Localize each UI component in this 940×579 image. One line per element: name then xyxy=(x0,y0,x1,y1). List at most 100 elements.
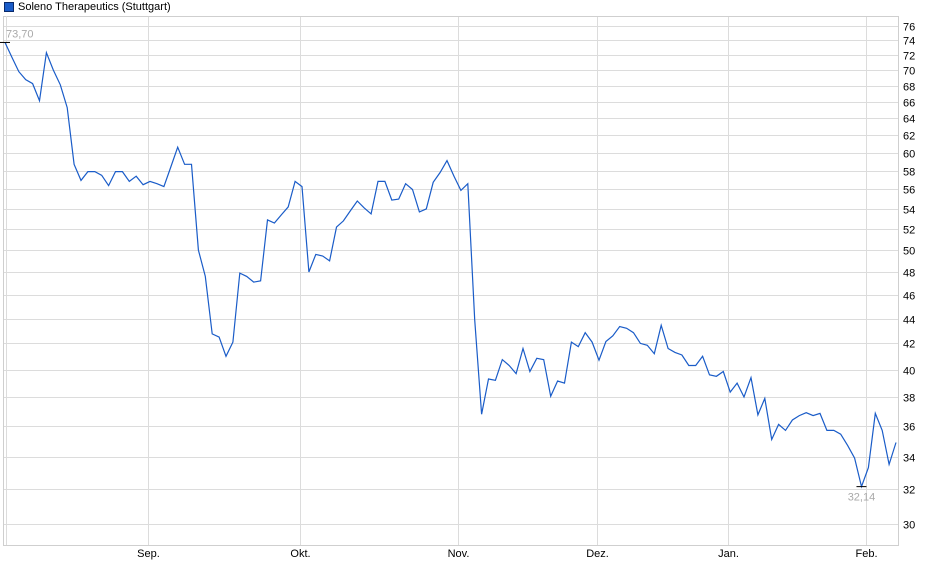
data-point xyxy=(894,440,899,445)
data-point xyxy=(23,77,28,82)
data-point xyxy=(369,211,374,216)
y-tick-label: 76 xyxy=(903,22,915,34)
data-point xyxy=(237,271,242,276)
data-point xyxy=(382,179,387,184)
data-point xyxy=(790,418,795,423)
data-point xyxy=(78,178,83,183)
y-tick-label: 50 xyxy=(903,246,915,258)
data-point xyxy=(638,341,643,346)
data-point xyxy=(555,379,560,384)
data-point xyxy=(120,169,125,174)
data-point xyxy=(548,394,553,399)
data-point xyxy=(320,254,325,259)
y-tick-label: 36 xyxy=(903,422,915,434)
data-point xyxy=(293,179,298,184)
data-point xyxy=(514,371,519,376)
data-point xyxy=(624,326,629,331)
data-point xyxy=(92,169,97,174)
data-point xyxy=(507,363,512,368)
data-point xyxy=(127,179,132,184)
data-point xyxy=(714,374,719,379)
y-tick-label: 72 xyxy=(903,51,915,63)
legend: Soleno Therapeutics (Stuttgart) xyxy=(4,0,171,14)
data-point xyxy=(818,411,823,416)
data-point xyxy=(811,413,816,418)
data-point xyxy=(804,410,809,415)
data-point xyxy=(693,363,698,368)
y-tick-label: 46 xyxy=(903,291,915,303)
y-tick-label: 54 xyxy=(903,205,915,217)
data-point xyxy=(569,340,574,345)
data-point xyxy=(148,179,153,184)
data-point xyxy=(472,317,477,322)
data-point xyxy=(355,199,360,204)
data-point xyxy=(175,145,180,150)
legend-label: Soleno Therapeutics (Stuttgart) xyxy=(18,1,171,13)
data-point xyxy=(362,205,367,210)
annotations: 73,70 32,14 xyxy=(0,28,875,504)
data-point xyxy=(265,217,270,222)
y-tick-label: 44 xyxy=(903,315,915,327)
data-point xyxy=(541,357,546,362)
y-tick-label: 48 xyxy=(903,268,915,280)
data-point xyxy=(306,269,311,274)
data-point xyxy=(341,218,346,223)
data-point xyxy=(300,184,305,189)
data-point xyxy=(134,174,139,179)
data-point xyxy=(410,187,415,192)
data-point xyxy=(700,354,705,359)
y-tick-label: 60 xyxy=(903,149,915,161)
data-point xyxy=(203,274,208,279)
data-point xyxy=(824,428,829,433)
y-tick-label: 64 xyxy=(903,114,915,126)
data-point xyxy=(783,428,788,433)
data-point xyxy=(244,274,249,279)
data-point xyxy=(161,184,166,189)
data-point xyxy=(424,206,429,211)
data-point xyxy=(375,179,380,184)
data-point xyxy=(852,456,857,461)
data-point xyxy=(652,351,657,356)
data-point xyxy=(251,280,256,285)
data-point xyxy=(521,346,526,351)
data-point xyxy=(389,198,394,203)
data-point xyxy=(679,353,684,358)
data-point xyxy=(590,340,595,345)
data-point xyxy=(631,330,636,335)
data-point xyxy=(797,413,802,418)
x-tick-label: Sep. xyxy=(137,548,160,560)
data-point xyxy=(438,170,443,175)
data-point xyxy=(65,105,70,110)
x-tick-label: Dez. xyxy=(586,548,609,560)
data-point xyxy=(493,378,498,383)
y-tick-label: 74 xyxy=(903,36,915,48)
data-point xyxy=(258,278,263,283)
data-point xyxy=(327,258,332,263)
data-point xyxy=(666,346,671,351)
x-tick-label: Feb. xyxy=(855,548,877,560)
data-point xyxy=(728,390,733,395)
data-point xyxy=(645,343,650,348)
price-line xyxy=(4,42,897,489)
data-point xyxy=(224,354,229,359)
grid xyxy=(3,16,898,545)
data-point xyxy=(154,181,159,186)
data-point xyxy=(286,204,291,209)
data-point xyxy=(748,375,753,380)
data-point xyxy=(562,381,567,386)
data-point xyxy=(445,158,450,163)
max-label: 73,70 xyxy=(6,28,34,40)
data-point xyxy=(44,50,49,55)
y-tick-label: 42 xyxy=(903,339,915,351)
data-point xyxy=(721,369,726,374)
data-point xyxy=(72,162,77,167)
data-point xyxy=(58,82,63,87)
legend-swatch xyxy=(4,2,14,12)
x-tick-label: Okt. xyxy=(290,548,310,560)
data-point xyxy=(182,162,187,167)
data-point xyxy=(887,462,892,467)
y-tick-label: 68 xyxy=(903,82,915,94)
data-point xyxy=(230,340,235,345)
data-point xyxy=(9,55,14,60)
data-point xyxy=(610,333,615,338)
